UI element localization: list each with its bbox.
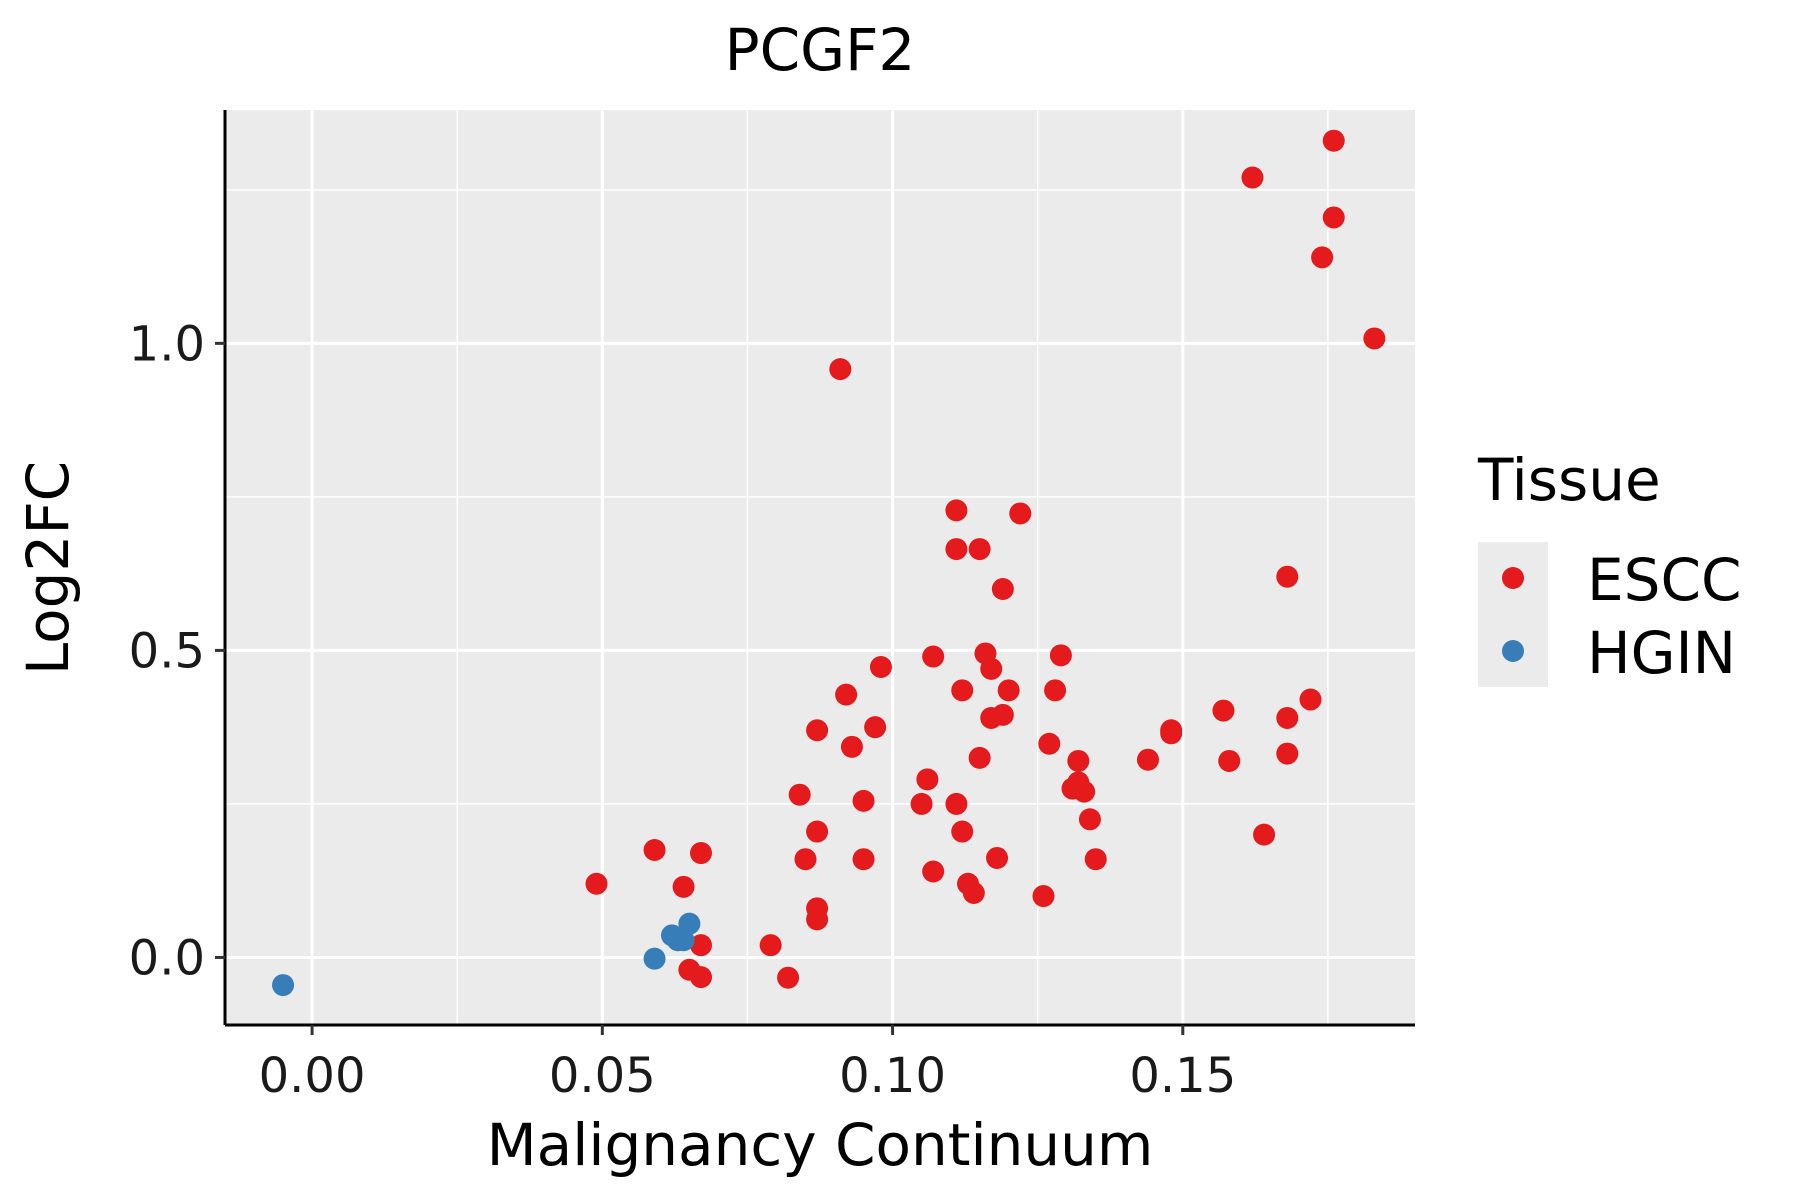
data-point-escc xyxy=(991,703,1014,726)
data-point-escc xyxy=(852,789,875,812)
data-point-escc xyxy=(759,934,782,957)
data-point-escc xyxy=(945,499,968,522)
data-point-escc xyxy=(869,655,892,678)
data-point-escc xyxy=(968,746,991,769)
data-point-escc xyxy=(1073,780,1096,803)
data-point-escc xyxy=(1299,688,1322,711)
data-point-escc xyxy=(1218,749,1241,772)
data-point-escc xyxy=(1212,699,1235,722)
data-point-escc xyxy=(690,966,712,989)
legend-title: Tissue xyxy=(1477,446,1661,514)
data-point-escc xyxy=(1276,706,1299,729)
data-point-escc xyxy=(1311,246,1334,269)
data-point-escc xyxy=(806,908,829,931)
data-point-escc xyxy=(991,577,1014,600)
data-point-escc xyxy=(1136,748,1159,771)
data-point-escc xyxy=(922,860,945,883)
data-point-escc xyxy=(585,872,608,895)
data-point-escc xyxy=(1160,722,1183,745)
data-point-escc xyxy=(1322,206,1345,229)
data-point-escc xyxy=(910,792,933,815)
data-point-hgin xyxy=(678,912,701,935)
x-tick-label: 0.10 xyxy=(839,1048,946,1104)
data-point-escc xyxy=(1067,749,1090,772)
data-point-escc xyxy=(1084,848,1107,871)
data-point-escc xyxy=(690,934,712,957)
x-ticks: 0.00 0.05 0.10 0.15 xyxy=(259,1025,1236,1104)
data-point-escc xyxy=(997,679,1020,702)
axes xyxy=(223,110,1415,1027)
y-tick-label: 0.5 xyxy=(129,623,205,679)
data-point-escc xyxy=(916,768,939,791)
data-point-escc xyxy=(1044,679,1067,702)
data-point-escc xyxy=(806,719,829,742)
data-point-escc xyxy=(1078,808,1101,831)
legend-key-background xyxy=(1478,542,1548,687)
y-axis-title: Log2FC xyxy=(14,461,82,675)
data-point-escc xyxy=(1038,732,1061,755)
legend-label-hgin: HGIN xyxy=(1587,619,1736,687)
data-points xyxy=(272,129,1386,997)
data-point-escc xyxy=(794,848,817,871)
x-tick-label: 0.15 xyxy=(1129,1048,1236,1104)
data-point-escc xyxy=(864,716,887,739)
data-point-escc xyxy=(835,683,858,706)
data-point-escc xyxy=(1363,327,1386,350)
data-point-escc xyxy=(951,679,974,702)
data-point-escc xyxy=(922,645,945,668)
data-point-escc xyxy=(806,820,829,843)
y-ticks: 0.0 0.5 1.0 xyxy=(129,316,225,986)
data-point-escc xyxy=(840,735,863,758)
data-point-escc xyxy=(1049,644,1072,667)
data-point-escc xyxy=(1032,885,1055,908)
panel-background xyxy=(225,110,1415,1025)
legend-label-escc: ESCC xyxy=(1587,546,1741,614)
legend-key-escc xyxy=(1502,567,1524,589)
y-tick-label: 1.0 xyxy=(129,316,205,372)
data-point-escc xyxy=(672,875,695,898)
data-point-escc xyxy=(1253,823,1276,846)
chart-title: PCGF2 xyxy=(725,16,916,84)
data-point-escc xyxy=(1009,502,1032,525)
data-point-escc xyxy=(1322,129,1345,152)
data-point-escc xyxy=(788,783,811,806)
data-point-escc xyxy=(1276,565,1299,588)
x-axis-title: Malignancy Continuum xyxy=(487,1111,1154,1179)
data-point-escc xyxy=(777,966,800,989)
legend: Tissue ESCC HGIN xyxy=(1477,446,1741,687)
data-point-escc xyxy=(1241,166,1264,189)
data-point-escc xyxy=(962,881,985,904)
data-point-escc xyxy=(852,848,875,871)
data-point-escc xyxy=(986,846,1009,869)
data-point-escc xyxy=(1276,742,1299,765)
data-point-escc xyxy=(980,657,1003,680)
data-point-escc xyxy=(643,838,666,861)
data-point-escc xyxy=(951,820,974,843)
data-point-escc xyxy=(968,538,991,561)
data-point-hgin xyxy=(672,929,695,952)
data-point-escc xyxy=(829,358,852,381)
major-gridlines xyxy=(225,110,1415,1025)
y-tick-label: 0.0 xyxy=(129,930,205,986)
legend-key-hgin xyxy=(1502,640,1524,662)
data-point-hgin xyxy=(272,974,295,997)
data-point-escc xyxy=(945,538,968,561)
data-point-escc xyxy=(690,842,712,865)
data-point-escc xyxy=(945,792,968,815)
data-point-hgin xyxy=(643,947,666,970)
x-tick-label: 0.00 xyxy=(259,1048,366,1104)
x-tick-label: 0.05 xyxy=(549,1048,656,1104)
